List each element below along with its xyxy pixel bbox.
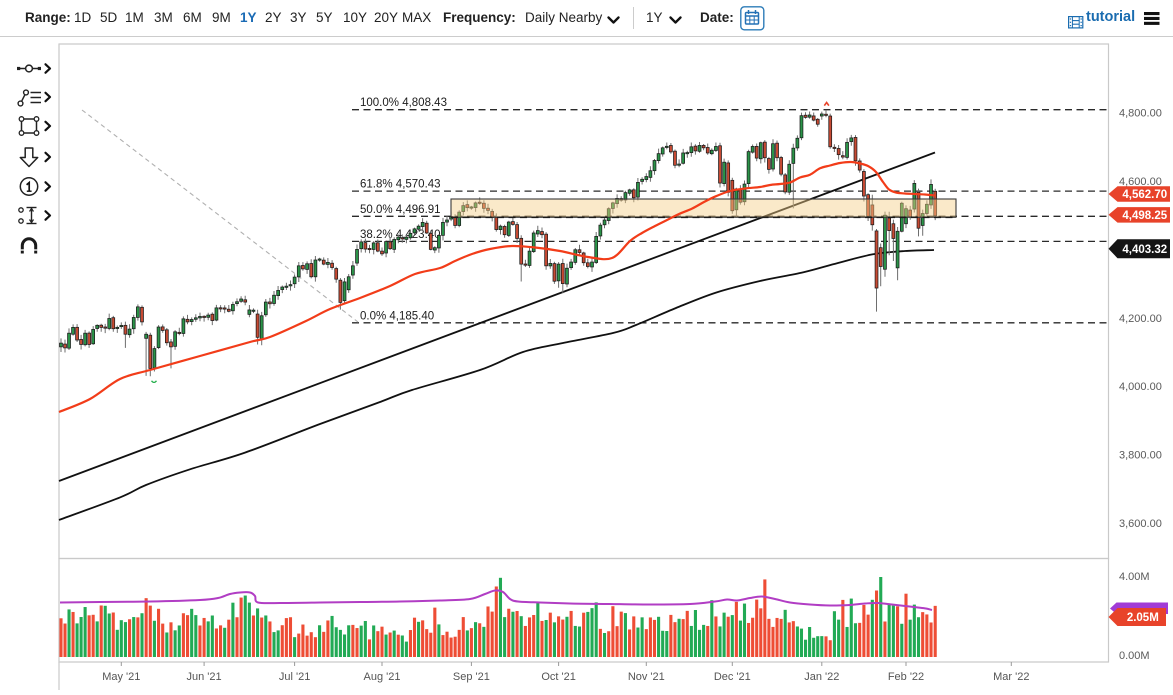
- svg-text:4,800.00: 4,800.00: [1119, 108, 1162, 120]
- svg-text:Nov '21: Nov '21: [628, 671, 665, 683]
- svg-text:38.2% 4,423.40: 38.2% 4,423.40: [360, 229, 441, 241]
- svg-text:2.05M: 2.05M: [1127, 612, 1159, 624]
- svg-text:3,600.00: 3,600.00: [1119, 518, 1162, 530]
- svg-text:4,498.25: 4,498.25: [1122, 210, 1167, 222]
- svg-text:3,800.00: 3,800.00: [1119, 450, 1162, 462]
- svg-text:Jul '21: Jul '21: [279, 671, 310, 683]
- svg-text:0.00M: 0.00M: [1119, 650, 1150, 662]
- svg-text:100.0% 4,808.43: 100.0% 4,808.43: [360, 97, 447, 109]
- svg-text:Feb '22: Feb '22: [888, 671, 924, 683]
- svg-text:61.8% 4,570.43: 61.8% 4,570.43: [360, 179, 441, 191]
- svg-text:May '21: May '21: [102, 671, 140, 683]
- svg-text:Sep '21: Sep '21: [453, 671, 490, 683]
- svg-text:0.0% 4,185.40: 0.0% 4,185.40: [360, 310, 434, 322]
- svg-text:Oct '21: Oct '21: [541, 671, 576, 683]
- svg-text:Jan '22: Jan '22: [804, 671, 839, 683]
- svg-text:4,562.70: 4,562.70: [1122, 189, 1167, 201]
- svg-text:50.0% 4,496.91: 50.0% 4,496.91: [360, 204, 441, 216]
- svg-text:Aug '21: Aug '21: [364, 671, 401, 683]
- svg-text:Dec '21: Dec '21: [714, 671, 751, 683]
- svg-text:4,403.32: 4,403.32: [1122, 244, 1167, 256]
- svg-text:4,600.00: 4,600.00: [1119, 176, 1162, 188]
- svg-text:Jun '21: Jun '21: [187, 671, 222, 683]
- svg-text:Mar '22: Mar '22: [993, 671, 1029, 683]
- svg-text:4,200.00: 4,200.00: [1119, 313, 1162, 325]
- svg-text:4,000.00: 4,000.00: [1119, 381, 1162, 393]
- svg-text:4.00M: 4.00M: [1119, 571, 1150, 583]
